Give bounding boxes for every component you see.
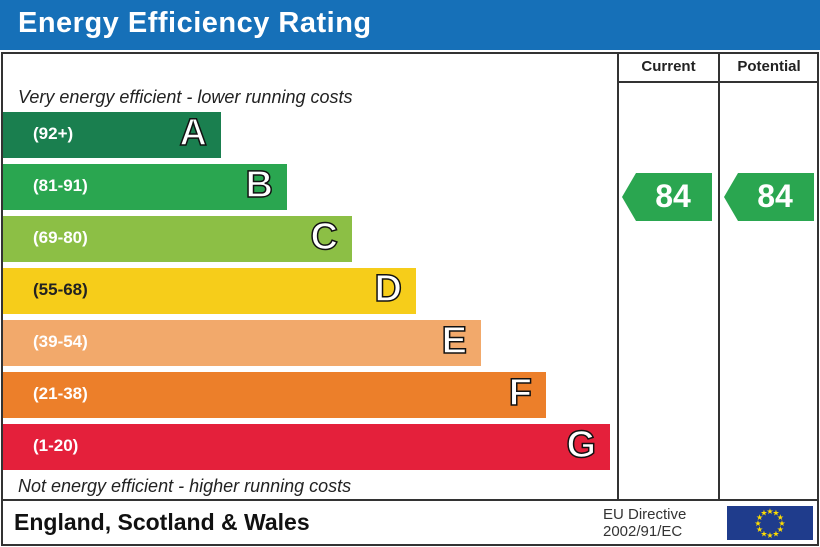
column-divider <box>718 52 720 500</box>
star-icon: ★ <box>777 513 784 522</box>
star-icon: ★ <box>756 513 763 522</box>
band-letter: D <box>374 267 403 311</box>
band-bar-g: (1-20) G <box>3 423 610 470</box>
star-icon: ★ <box>766 507 773 516</box>
star-icon: ★ <box>760 509 767 518</box>
star-icon: ★ <box>754 519 761 528</box>
star-icon: ★ <box>760 529 767 538</box>
column-header-current: Current <box>641 58 696 75</box>
region-label: England, Scotland & Wales <box>14 509 310 535</box>
band-bar-a: (92+) A <box>3 111 221 158</box>
band-range: (1-20) <box>33 436 79 455</box>
band-range: (39-54) <box>33 332 88 351</box>
band-bar-d: (55-68) D <box>3 267 416 314</box>
band-bar-f: (21-38) F <box>3 371 546 418</box>
star-icon: ★ <box>772 509 779 518</box>
band-range: (55-68) <box>33 280 88 299</box>
star-icon: ★ <box>766 531 773 540</box>
bottom-note: Not energy efficient - higher running co… <box>18 476 352 496</box>
directive-line2: 2002/91/EC <box>603 523 683 540</box>
band-letter: C <box>310 215 339 259</box>
band-letter: A <box>179 111 208 155</box>
band-range: (21-38) <box>33 384 88 403</box>
band-letter: F <box>508 371 533 415</box>
header-divider <box>617 81 819 83</box>
band-range: (69-80) <box>33 228 88 247</box>
chart-title: Energy Efficiency Rating <box>0 0 820 50</box>
eu-directive: EU Directive 2002/91/EC <box>603 506 686 540</box>
star-icon: ★ <box>756 525 763 534</box>
band-letter: G <box>566 423 597 467</box>
potential-rating-arrow: 84 <box>724 173 814 221</box>
star-icon: ★ <box>778 519 785 528</box>
band-bar-b: (81-91) B <box>3 163 287 210</box>
star-icon: ★ <box>772 529 779 538</box>
column-header-potential: Potential <box>737 58 801 75</box>
directive-line1: EU Directive <box>603 506 687 523</box>
band-letter: B <box>245 163 274 207</box>
footer-divider <box>1 499 819 501</box>
band-bar-c: (69-80) C <box>3 215 352 262</box>
chart-frame <box>1 52 819 546</box>
eu-flag-icon: ★★★★★★★★★★★★ <box>727 506 813 540</box>
band-letter: E <box>441 319 468 363</box>
band-bar-e: (39-54) E <box>3 319 481 366</box>
current-rating-arrow: 84 <box>622 173 712 221</box>
band-range: (81-91) <box>33 176 88 195</box>
band-range: (92+) <box>33 124 74 143</box>
top-note: Very energy efficient - lower running co… <box>18 87 353 107</box>
star-icon: ★ <box>777 525 784 534</box>
column-divider <box>617 52 619 500</box>
